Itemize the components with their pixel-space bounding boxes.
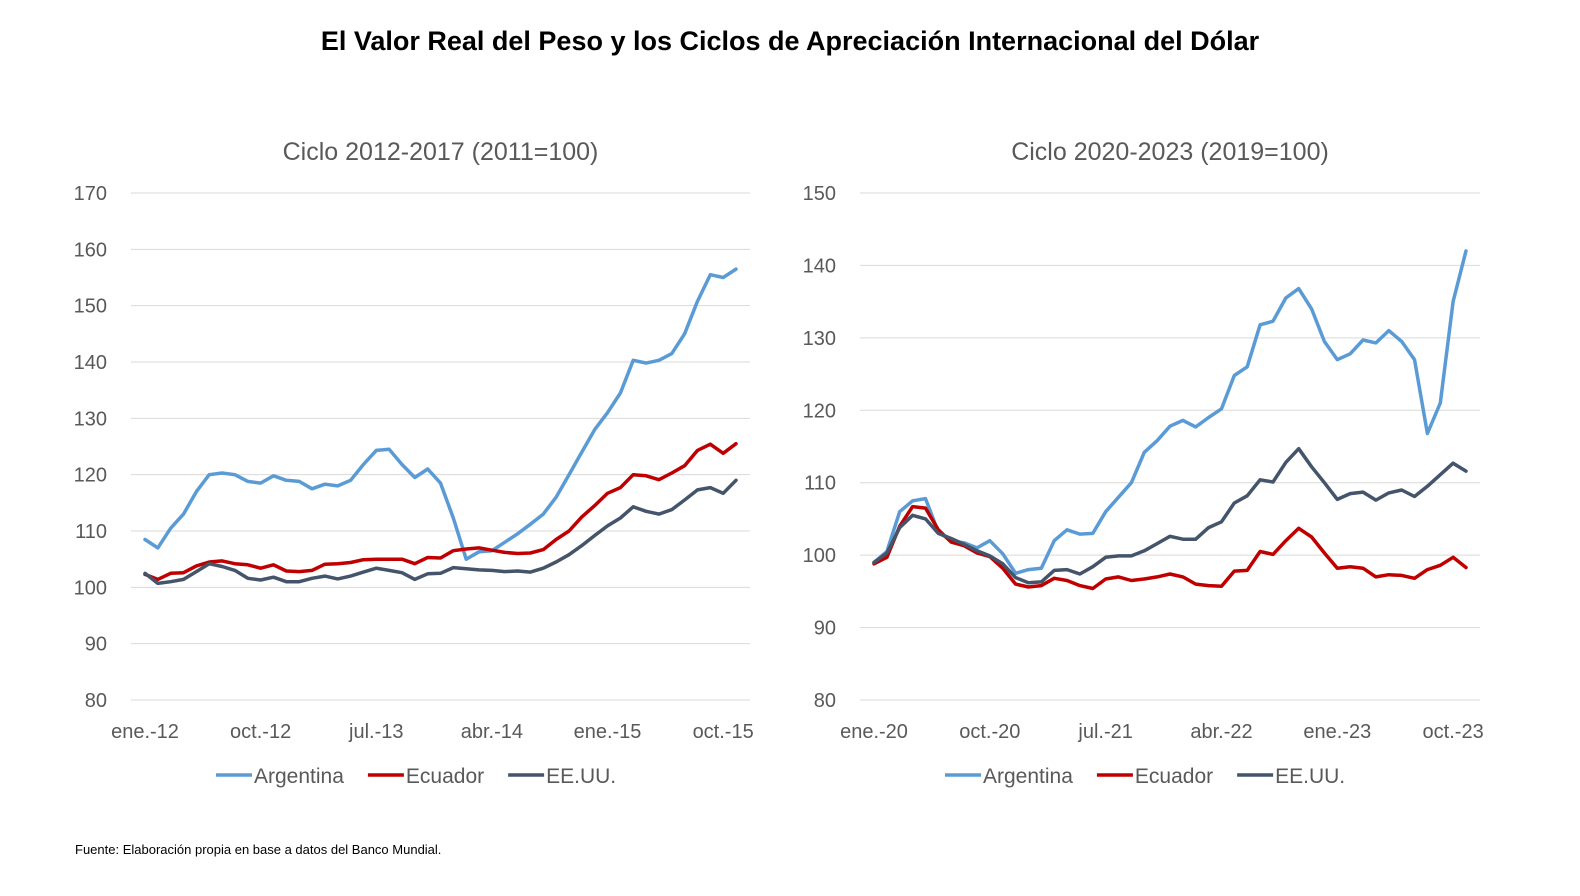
x-tick-label: oct.-15 [693,721,754,743]
x-tick-label: abr.-14 [461,721,523,743]
y-tick-label: 120 [74,465,107,487]
y-tick-label: 140 [803,255,836,277]
y-tick-label: 80 [85,690,107,712]
x-tick-label: jul.-13 [348,721,403,743]
series-line-eeuu [143,478,738,586]
chart-title: Ciclo 2020-2023 (2019=100) [1011,138,1329,166]
y-tick-label: 120 [803,400,836,422]
y-tick-label: 90 [814,618,836,640]
chart-title: Ciclo 2012-2017 (2011=100) [283,138,599,166]
series-line-argentina [872,249,1468,576]
y-tick-label: 160 [74,239,107,261]
x-tick-label: ene.-23 [1303,721,1371,743]
chart-ciclo-2020-2023: Ciclo 2020-2023 (2019=100) 80 90 100 110 120 1… [803,138,1484,788]
y-tick-label: 100 [803,545,836,567]
source-note: Fuente: Elaboración propia en base a dat… [75,842,442,857]
legend-label: Argentina [983,765,1073,788]
y-tick-label: 100 [74,577,107,599]
x-tick-label: jul.-21 [1077,721,1132,743]
legend-label: Argentina [254,765,344,788]
x-tick-label: ene.-12 [111,721,179,743]
legend-label: EE.UU. [1275,765,1345,788]
y-tick-label: 150 [74,296,107,318]
legend-label: Ecuador [1135,765,1213,788]
y-tick-label: 130 [74,408,107,430]
y-tick-label: 140 [74,352,107,374]
series-line-argentina [143,267,738,561]
y-tick-label: 130 [803,328,836,350]
y-tick-label: 170 [74,183,107,205]
y-tick-label: 110 [804,473,836,495]
x-tick-label: ene.-15 [574,721,642,743]
series-line-ecuador [143,441,738,582]
legend-label: EE.UU. [546,765,616,788]
x-tick-label: oct.-12 [230,721,291,743]
series-line-ecuador [872,504,1468,591]
x-tick-label: abr.-22 [1190,721,1252,743]
x-tick-label: oct.-23 [1423,721,1484,743]
y-tick-label: 90 [85,634,107,656]
y-tick-label: 80 [814,690,836,712]
legend-label: Ecuador [406,765,484,788]
x-tick-label: oct.-20 [959,721,1020,743]
series-line-eeuu [872,446,1468,585]
y-tick-label: 150 [803,183,836,205]
chart-ciclo-2012-2017: Ciclo 2012-2017 (2011=100) 80 90 100 110 120 1… [74,138,754,788]
x-tick-label: ene.-20 [840,721,908,743]
y-tick-label: 110 [75,521,107,543]
page-title: El Valor Real del Peso y los Ciclos de A… [320,26,1260,56]
